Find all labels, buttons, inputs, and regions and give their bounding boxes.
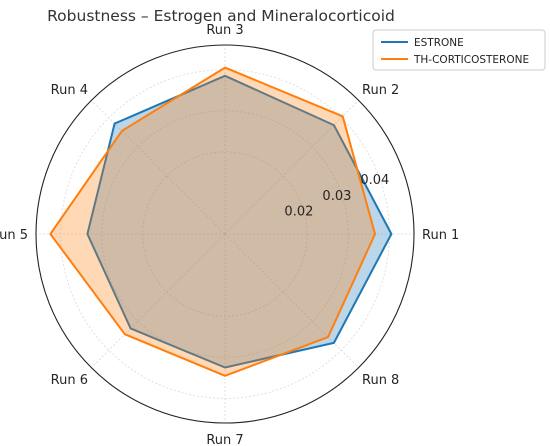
legend: ESTRONE TH-CORTICOSTERONE — [372, 29, 546, 71]
series-fill-estrone — [87, 75, 392, 368]
chart-title: Robustness – Estrogen and Mineralocortic… — [47, 7, 395, 25]
category-label: Run 6 — [51, 373, 88, 388]
category-label: Run 5 — [0, 228, 28, 243]
category-label: Run 8 — [362, 373, 399, 388]
circular-gridline — [101, 110, 349, 358]
series-areas — [49, 66, 393, 377]
radial-gridline — [91, 100, 226, 235]
category-label: Run 1 — [422, 228, 459, 243]
radial-gridline — [224, 233, 359, 368]
radial-tick-label: 0.02 — [284, 205, 313, 220]
outer-frame-circle — [35, 44, 415, 424]
category-label: Run 7 — [206, 433, 243, 446]
category-label: Run 2 — [362, 83, 399, 98]
category-label: Run 4 — [51, 83, 88, 98]
radial-tick-label: 0.04 — [360, 173, 389, 188]
legend-frame — [372, 29, 546, 71]
radial-tick-labels: 0.02 0.03 0.04 — [284, 173, 389, 220]
legend-label-th-corticosterone: TH-CORTICOSTERONE — [413, 54, 529, 66]
radial-gridline — [224, 100, 359, 235]
legend-label-estrone: ESTRONE — [414, 37, 464, 49]
category-labels: Run 1 Run 2 Run 3 Run 4 Run 5 Run 6 Run 7 Run 8 — [0, 23, 459, 446]
circular-gridline — [60, 69, 390, 399]
category-label: Run 3 — [206, 23, 243, 38]
circular-gridline — [142, 151, 308, 317]
series-fill-th-corticosterone — [50, 67, 376, 376]
radial-gridline — [91, 233, 226, 368]
radial-tick-label: 0.03 — [322, 189, 351, 204]
